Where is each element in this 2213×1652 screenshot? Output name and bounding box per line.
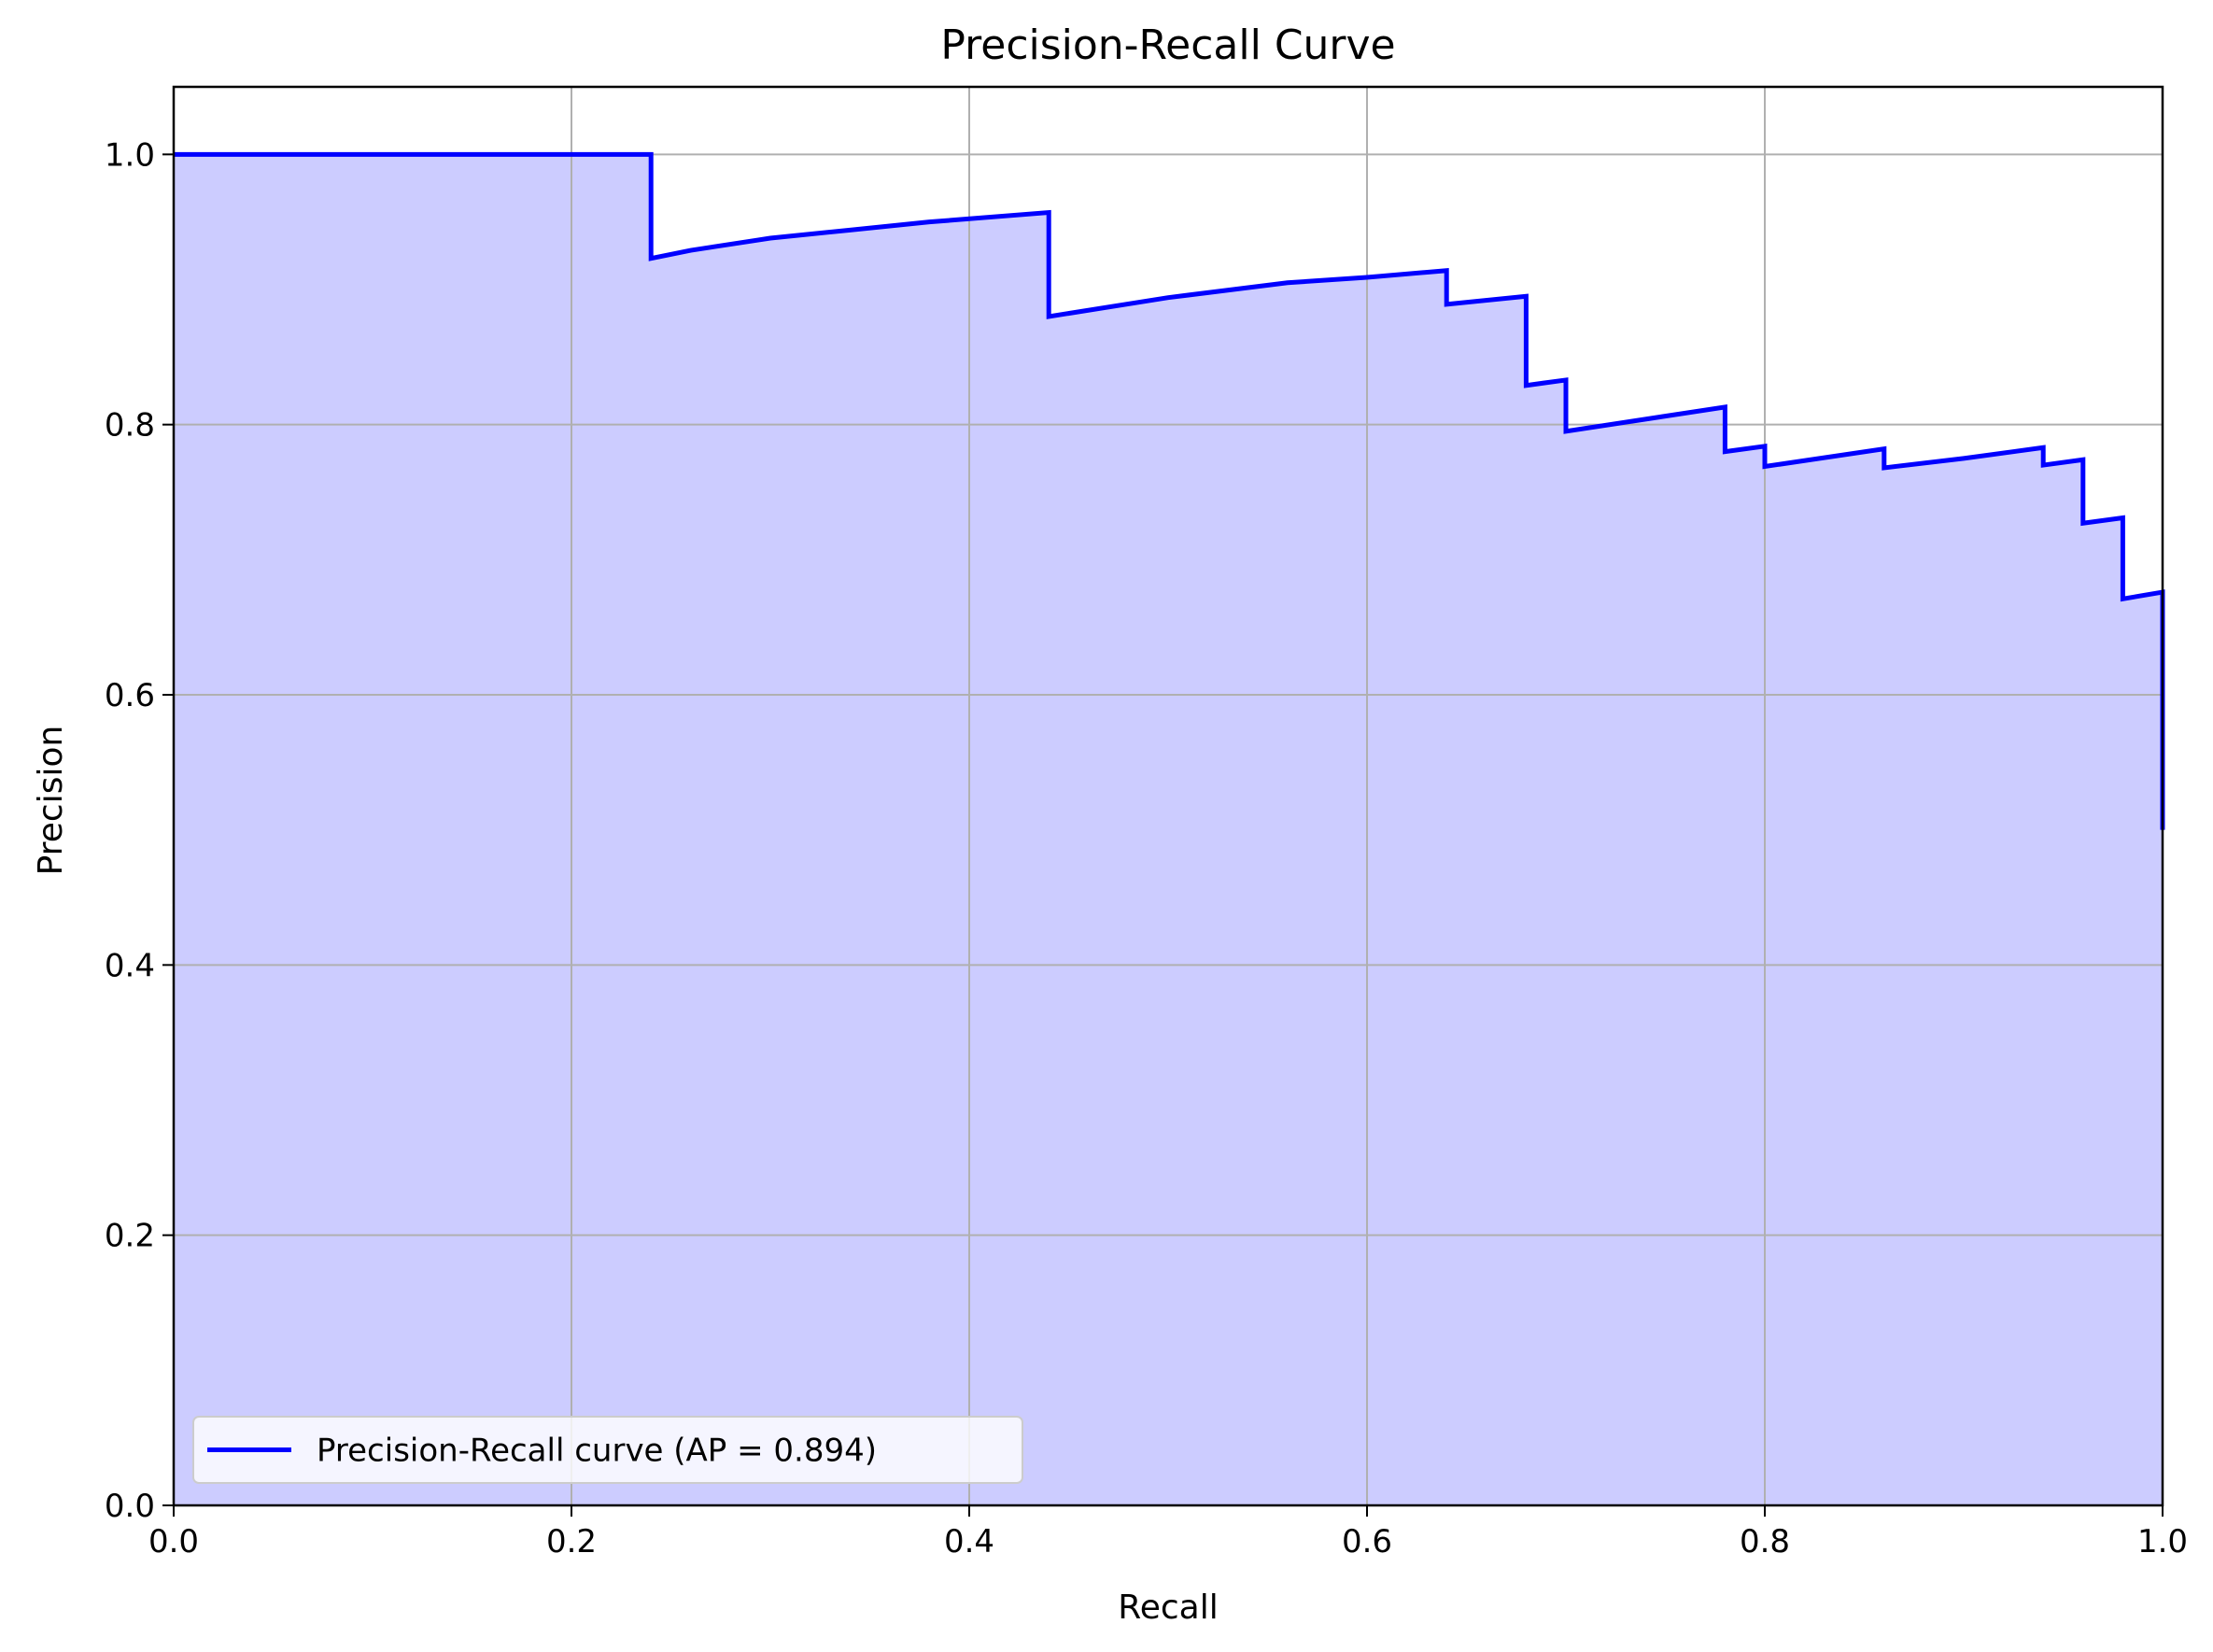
y-tick-label-3: 0.6 xyxy=(105,677,155,714)
y-tick-label-0: 0.0 xyxy=(105,1488,155,1525)
axes-frame xyxy=(172,85,2164,1507)
x-axis-label: Recall xyxy=(1118,1588,1218,1627)
y-tick-label-5: 1.0 xyxy=(105,136,155,174)
x-tick-label-1: 0.2 xyxy=(546,1523,597,1560)
y-tick-label-1: 0.2 xyxy=(105,1218,155,1255)
series-line xyxy=(174,151,2165,830)
y-tick-label-2: 0.4 xyxy=(105,947,155,984)
chart-title: Precision-Recall Curve xyxy=(940,21,1395,69)
x-tick-label-2: 0.4 xyxy=(944,1523,994,1560)
legend-box xyxy=(192,1416,1023,1484)
x-tick-label-0: 0.0 xyxy=(148,1523,199,1560)
y-axis-label: Precision xyxy=(32,726,70,876)
x-tick-label-5: 1.0 xyxy=(2137,1523,2188,1560)
area-fill xyxy=(174,154,2163,1505)
legend: Precision-Recall curve (AP = 0.894) xyxy=(192,1416,1023,1484)
y-tick-label-4: 0.8 xyxy=(105,407,155,445)
x-tick-label-3: 0.6 xyxy=(1342,1523,1392,1560)
x-tick-label-4: 0.8 xyxy=(1740,1523,1790,1560)
legend-entry-label: Precision-Recall curve (AP = 0.894) xyxy=(317,1433,877,1470)
